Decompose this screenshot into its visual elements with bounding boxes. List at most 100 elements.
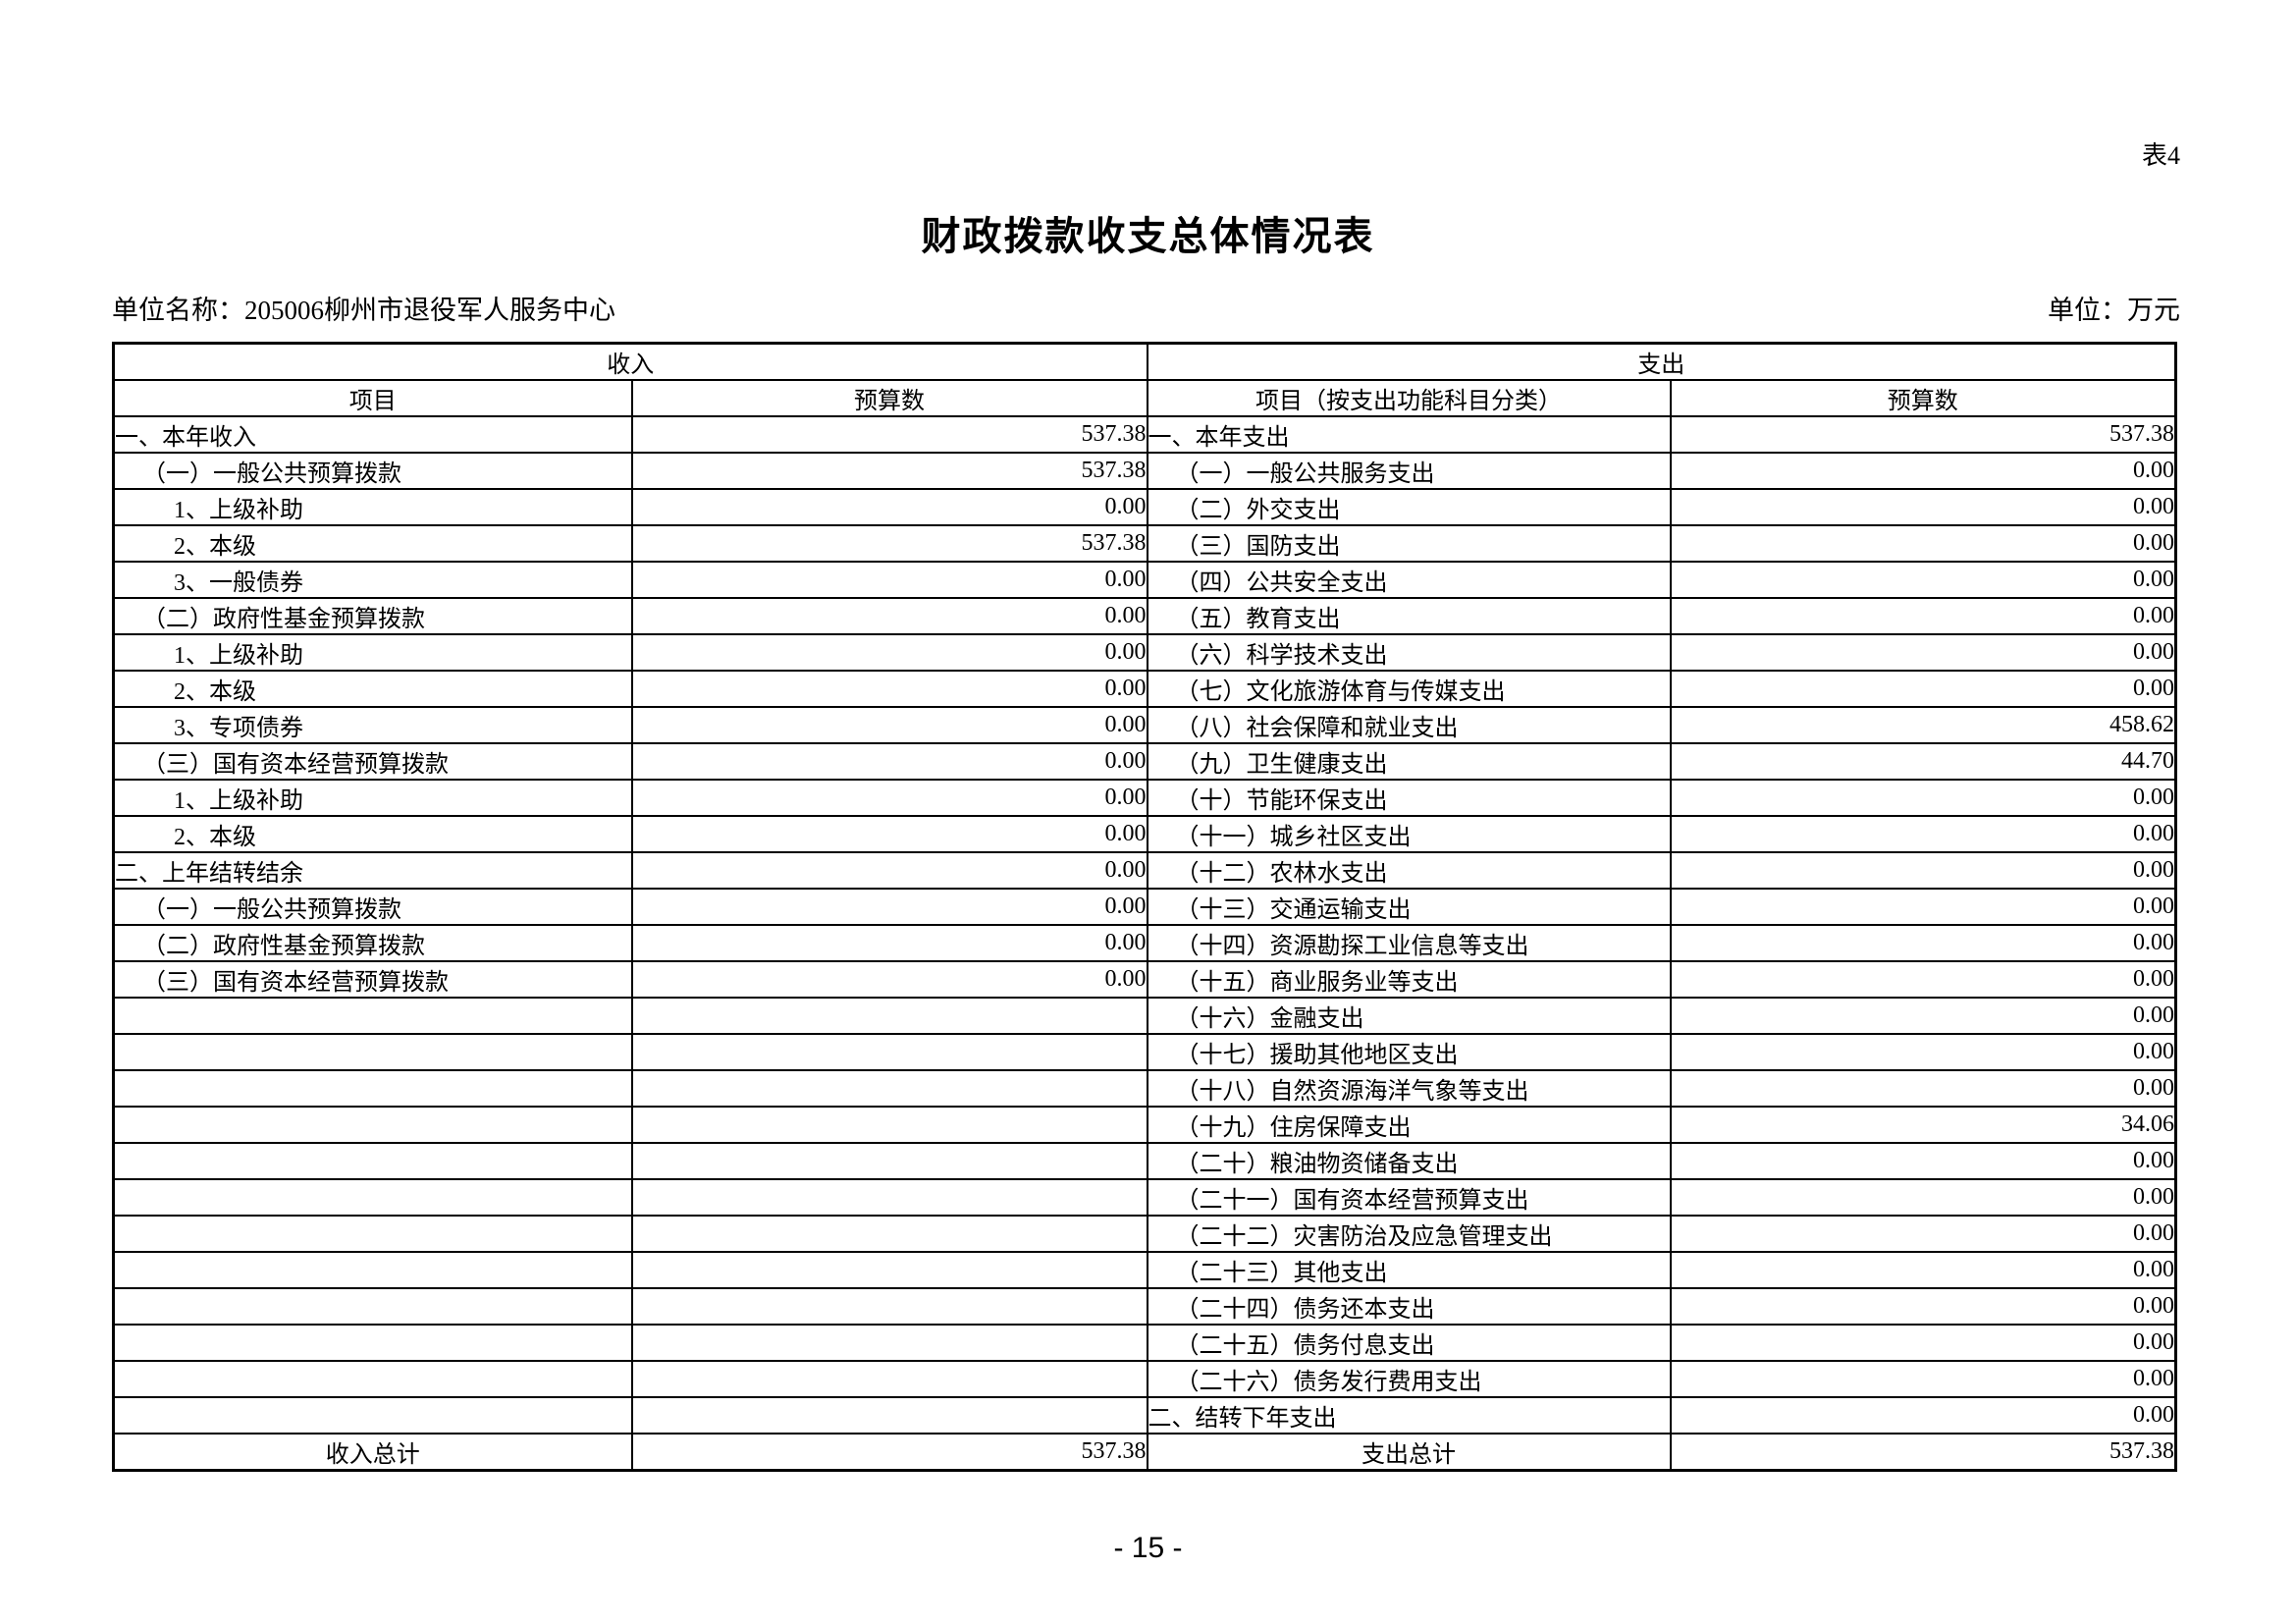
- income-value-cell: [630, 1251, 1148, 1289]
- expense-item-cell: （七）文化旅游体育与传媒支出: [1146, 670, 1672, 708]
- income-value-cell: [630, 1215, 1148, 1253]
- table-row: （十七）援助其他地区支出 0.00: [112, 1033, 2177, 1071]
- income-item-cell: [112, 997, 633, 1035]
- expense-item-cell: （十一）城乡社区支出: [1146, 815, 1672, 853]
- expense-value-cell: 0.00: [1669, 1360, 2177, 1398]
- table-row: （二十）粮油物资储备支出 0.00: [112, 1142, 2177, 1180]
- income-item-cell: 1、上级补助: [112, 488, 633, 526]
- expense-item-cell: （十六）金融支出: [1146, 997, 1672, 1035]
- income-value-cell: [630, 1396, 1148, 1435]
- expense-budget-column-header: 预算数: [1669, 379, 2177, 417]
- income-item-cell: 一、本年收入: [112, 415, 633, 454]
- expense-item-cell: （八）社会保障和就业支出: [1146, 706, 1672, 744]
- table-row: 1、上级补助 0.00 （二）外交支出 0.00: [112, 488, 2177, 526]
- expense-value-cell: 0.00: [1669, 1396, 2177, 1435]
- expense-value-cell: 0.00: [1669, 815, 2177, 853]
- table-row: 1、上级补助 0.00 （六）科学技术支出 0.00: [112, 633, 2177, 672]
- table-row: （十八）自然资源海洋气象等支出 0.00: [112, 1069, 2177, 1108]
- table-row: 1、上级补助 0.00 （十）节能环保支出 0.00: [112, 779, 2177, 817]
- page-number: - 15 -: [1113, 1532, 1183, 1564]
- income-value-cell: [630, 1178, 1148, 1217]
- income-value-cell: 0.00: [630, 742, 1148, 781]
- income-item-cell: [112, 1069, 633, 1108]
- expense-value-cell: 0.00: [1669, 670, 2177, 708]
- expense-value-cell: 0.00: [1669, 851, 2177, 890]
- unit-info-row: 单位名称：205006柳州市退役军人服务中心 单位：万元: [112, 289, 2180, 327]
- income-value-cell: [630, 1324, 1148, 1362]
- income-value-cell: 537.38: [630, 524, 1148, 563]
- expense-value-cell: 0.00: [1669, 597, 2177, 635]
- income-item-cell: [112, 1360, 633, 1398]
- income-value-cell: 0.00: [630, 851, 1148, 890]
- expense-item-cell: （二十二）灾害防治及应急管理支出: [1146, 1215, 1672, 1253]
- income-item-cell: （一）一般公共预算拨款: [112, 452, 633, 490]
- income-value-cell: 537.38: [630, 415, 1148, 454]
- expense-value-cell: 0.00: [1669, 1069, 2177, 1108]
- income-value-cell: 0.00: [630, 815, 1148, 853]
- income-item-cell: （一）一般公共预算拨款: [112, 888, 633, 926]
- expense-value-cell: 0.00: [1669, 1215, 2177, 1253]
- table-row: （二）政府性基金预算拨款 0.00 （十四）资源勘探工业信息等支出 0.00: [112, 924, 2177, 962]
- income-item-cell: （二）政府性基金预算拨款: [112, 924, 633, 962]
- table-row: 2、本级 537.38 （三）国防支出 0.00: [112, 524, 2177, 563]
- table-row: （二十四）债务还本支出 0.00: [112, 1287, 2177, 1326]
- income-item-cell: （二）政府性基金预算拨款: [112, 597, 633, 635]
- expense-item-cell: （十七）援助其他地区支出: [1146, 1033, 1672, 1071]
- income-item-cell: （三）国有资本经营预算拨款: [112, 960, 633, 999]
- income-value-cell: 537.38: [630, 1433, 1148, 1472]
- expense-item-cell: （二十六）债务发行费用支出: [1146, 1360, 1672, 1398]
- income-item-cell: 二、上年结转结余: [112, 851, 633, 890]
- table-row: 3、专项债券 0.00 （八）社会保障和就业支出 458.62: [112, 706, 2177, 744]
- expense-value-cell: 537.38: [1669, 1433, 2177, 1472]
- expense-item-column-header: 项目（按支出功能科目分类）: [1146, 379, 1672, 417]
- income-item-cell: （三）国有资本经营预算拨款: [112, 742, 633, 781]
- income-value-cell: [630, 1069, 1148, 1108]
- currency-unit-label: 单位：万元: [2048, 296, 2180, 325]
- income-value-cell: 537.38: [630, 452, 1148, 490]
- expense-item-cell: 二、结转下年支出: [1146, 1396, 1672, 1435]
- table-row: （二十二）灾害防治及应急管理支出 0.00: [112, 1215, 2177, 1253]
- expense-value-cell: 0.00: [1669, 488, 2177, 526]
- income-item-cell: [112, 1287, 633, 1326]
- income-value-cell: 0.00: [630, 706, 1148, 744]
- table-row: （一）一般公共预算拨款 0.00 （十三）交通运输支出 0.00: [112, 888, 2177, 926]
- income-item-cell: [112, 1324, 633, 1362]
- income-item-cell: [112, 1106, 633, 1144]
- income-value-cell: [630, 1033, 1148, 1071]
- table-row: 一、本年收入 537.38 一、本年支出 537.38: [112, 415, 2177, 454]
- income-value-cell: 0.00: [630, 888, 1148, 926]
- table-row: （二十六）债务发行费用支出 0.00: [112, 1360, 2177, 1398]
- expense-value-cell: 0.00: [1669, 888, 2177, 926]
- table-row: （十九）住房保障支出 34.06: [112, 1106, 2177, 1144]
- income-item-cell: 1、上级补助: [112, 779, 633, 817]
- table-row: （一）一般公共预算拨款 537.38 （一）一般公共服务支出 0.00: [112, 452, 2177, 490]
- table-column-header-row: 项目 预算数 项目（按支出功能科目分类） 预算数: [112, 379, 2177, 417]
- expense-section-header: 支出: [1146, 342, 2177, 381]
- income-item-cell: [112, 1178, 633, 1217]
- expense-item-cell: （二十五）债务付息支出: [1146, 1324, 1672, 1362]
- budget-table: 收入 支出 项目 预算数 项目（按支出功能科目分类） 预算数 一、本年收入 53…: [112, 342, 2177, 1472]
- income-value-cell: [630, 1287, 1148, 1326]
- income-budget-column-header: 预算数: [630, 379, 1148, 417]
- income-value-cell: [630, 1106, 1148, 1144]
- expense-item-cell: （二十四）债务还本支出: [1146, 1287, 1672, 1326]
- page-title: 财政拨款收支总体情况表: [921, 214, 1375, 258]
- income-value-cell: 0.00: [630, 924, 1148, 962]
- income-value-cell: 0.00: [630, 960, 1148, 999]
- table-row: （二十五）债务付息支出 0.00: [112, 1324, 2177, 1362]
- income-value-cell: [630, 1142, 1148, 1180]
- expense-item-cell: （二十）粮油物资储备支出: [1146, 1142, 1672, 1180]
- expense-item-cell: （四）公共安全支出: [1146, 561, 1672, 599]
- expense-item-cell: （一）一般公共服务支出: [1146, 452, 1672, 490]
- expense-value-cell: 0.00: [1669, 1324, 2177, 1362]
- table-row: 收入总计 537.38 支出总计 537.38: [112, 1433, 2177, 1472]
- expense-item-cell: （五）教育支出: [1146, 597, 1672, 635]
- income-item-column-header: 项目: [112, 379, 633, 417]
- income-item-cell: [112, 1033, 633, 1071]
- table-row: （二）政府性基金预算拨款 0.00 （五）教育支出 0.00: [112, 597, 2177, 635]
- expense-value-cell: 0.00: [1669, 997, 2177, 1035]
- expense-item-cell: （十二）农林水支出: [1146, 851, 1672, 890]
- expense-value-cell: 34.06: [1669, 1106, 2177, 1144]
- income-item-cell: [112, 1142, 633, 1180]
